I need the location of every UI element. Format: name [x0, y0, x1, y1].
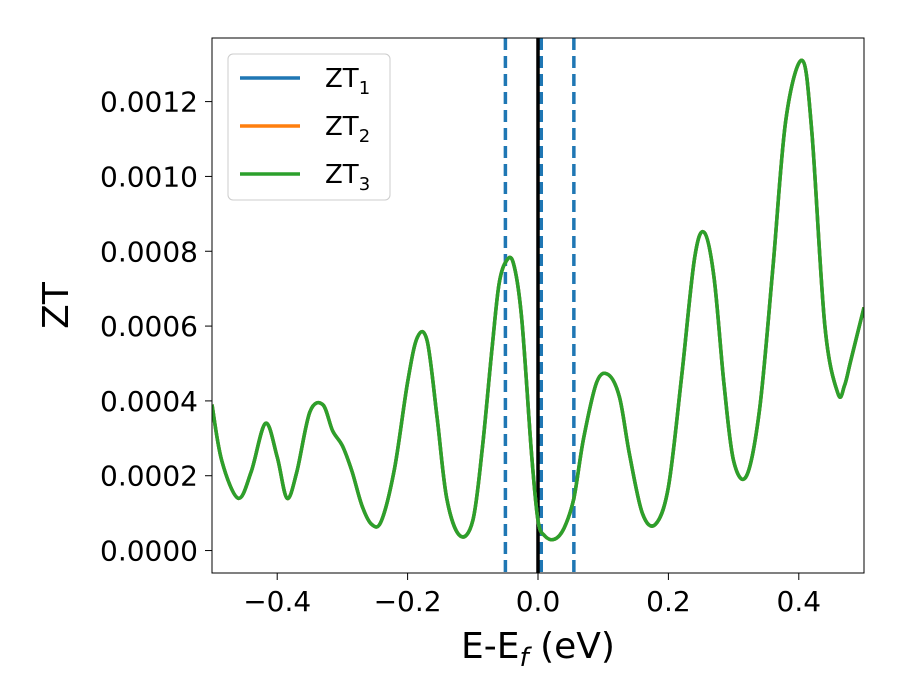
y-tick-label: 0.0000 — [100, 535, 198, 568]
legend: ZT1 ZT2 ZT3 — [227, 53, 391, 201]
x-axis: −0.4 −0.2 0.0 0.2 0.4 — [243, 573, 821, 618]
legend-label-zt2: ZT2 — [325, 112, 370, 147]
x-tick-label: 0.2 — [646, 585, 691, 618]
x-tick-label: 0.4 — [777, 585, 822, 618]
y-tick-label: 0.0002 — [100, 460, 198, 493]
y-axis-label: ZT — [36, 281, 77, 329]
y-tick-label: 0.0006 — [100, 310, 198, 343]
legend-label-zt3: ZT3 — [325, 160, 370, 195]
y-tick-label: 0.0004 — [100, 385, 198, 418]
y-tick-label: 0.0010 — [100, 160, 198, 193]
y-axis: 0.0000 0.0002 0.0004 0.0006 0.0008 0.0010 0.00… — [100, 86, 212, 568]
x-axis-label-unit: (eV) — [529, 626, 615, 667]
x-tick-label: −0.4 — [243, 585, 311, 618]
series-layer — [212, 58, 864, 542]
x-axis-label-main: E-E — [461, 626, 519, 667]
x-tick-label: 0.0 — [516, 585, 561, 618]
legend-label-zt1: ZT1 — [325, 64, 370, 99]
y-tick-label: 0.0012 — [100, 86, 198, 119]
x-tick-label: −0.2 — [374, 585, 442, 618]
reference-lines — [503, 38, 576, 573]
y-tick-label: 0.0008 — [100, 235, 198, 268]
series-line-zt3 — [212, 58, 864, 542]
x-axis-label: E-Ef (eV) — [461, 626, 615, 673]
legend-box — [227, 53, 391, 201]
